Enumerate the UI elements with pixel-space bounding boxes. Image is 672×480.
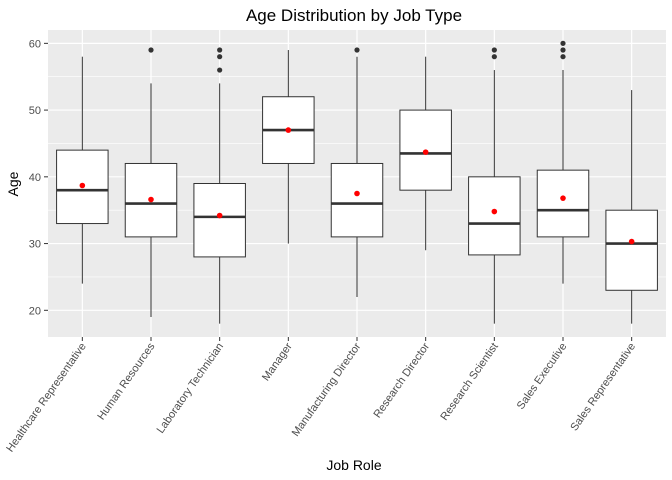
x-tick-label: Healthcare Representative [4,341,89,455]
boxplot-1 [124,47,178,317]
outlier-point [217,67,223,73]
chart-title: Age Distribution by Job Type [246,6,462,25]
mean-point [422,149,429,155]
x-axis-ticks: Healthcare Representative Human Resources… [4,337,638,454]
mean-point [285,127,292,133]
x-axis-title: Job Role [326,457,381,473]
boxplot-3 [262,50,315,244]
y-tick-label: 20 [29,305,41,317]
iqr-box [468,176,521,256]
x-tick-label: Manufacturing Director [290,341,364,439]
mean-point [79,182,86,189]
iqr-box [605,209,658,291]
outlier-point [491,54,497,60]
x-tick-label: Sales Representative [568,341,638,434]
mean-point [560,195,566,201]
x-tick-label: Manager [260,341,295,384]
y-tick-label: 30 [29,239,41,251]
x-tick-label: Sales Executive [515,341,570,412]
outlier-point [148,47,154,53]
mean-point [216,212,223,219]
x-tick-label: Laboratory Technician [155,341,226,436]
y-tick-label: 50 [29,105,41,117]
outlier-point [217,54,223,60]
boxplot-7 [536,40,590,284]
boxplot-2 [193,47,246,324]
outlier-point [217,47,223,53]
boxplot-8 [605,90,658,324]
x-tick-label: Research Scientist [438,341,500,423]
iqr-box [330,162,384,238]
boxplot-5 [399,56,452,251]
boxplot-4 [330,47,384,297]
mean-point [354,190,360,197]
y-axis-title: Age [5,171,21,196]
x-tick-label: Research Director [371,341,432,421]
mean-point [628,238,635,245]
iqr-box [193,183,246,258]
outlier-point [560,54,566,60]
mean-point [148,196,154,203]
mean-point [491,208,498,215]
boxplot-0 [56,56,109,284]
boxplot-6 [468,47,521,324]
y-axis-ticks: 20 30 40 50 60 [29,38,48,317]
boxplots [56,40,658,324]
y-tick-label: 40 [29,172,41,184]
outlier-point [354,47,360,53]
x-tick-label: Human Resources [95,340,157,422]
outlier-point [491,47,497,53]
y-tick-label: 60 [29,38,41,50]
iqr-box [536,169,590,238]
outlier-point [560,40,566,46]
outlier-point [560,47,566,53]
